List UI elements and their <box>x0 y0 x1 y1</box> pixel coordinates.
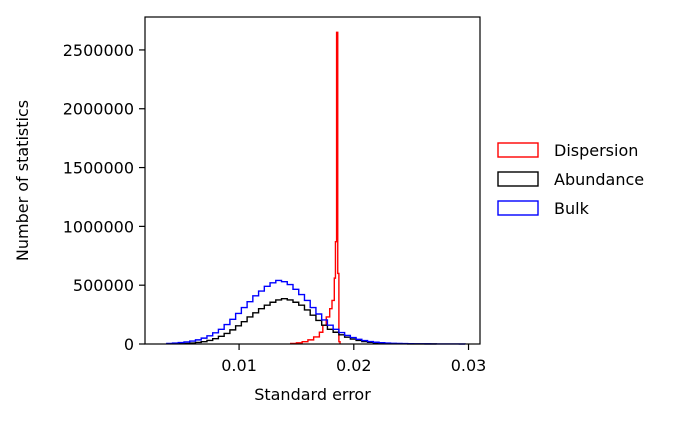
y-axis: 0 500000 1000000 1500000 2000000 2500000 <box>63 41 145 354</box>
legend: Dispersion Abundance Bulk <box>497 141 644 218</box>
y-tick-label: 1500000 <box>63 159 134 178</box>
legend-label-dispersion: Dispersion <box>554 141 638 160</box>
y-axis-label: Number of statistics <box>13 100 32 261</box>
series-dispersion-histogram <box>290 31 341 345</box>
plot-frame <box>144 16 481 345</box>
y-tick-label: 1000000 <box>63 217 134 236</box>
x-axis-label: Standard error <box>254 385 371 404</box>
legend-swatch-dispersion <box>497 142 539 158</box>
y-tick-label: 0 <box>124 335 134 354</box>
x-tick-label: 0.03 <box>451 356 487 375</box>
series-abundance-histogram <box>177 298 438 345</box>
y-tick-label: 2500000 <box>63 41 134 60</box>
x-tick-label: 0.01 <box>221 356 257 375</box>
legend-label-abundance: Abundance <box>554 170 644 189</box>
legend-swatch-abundance <box>497 171 539 187</box>
legend-label-bulk: Bulk <box>554 199 590 218</box>
x-tick-label: 0.02 <box>336 356 372 375</box>
y-tick-label: 2000000 <box>63 100 134 119</box>
y-tick-label: 500000 <box>73 276 134 295</box>
series-layer <box>166 31 466 345</box>
series-bulk-histogram <box>166 279 466 345</box>
legend-swatch-bulk <box>497 200 539 216</box>
x-axis: 0.01 0.02 0.03 <box>221 344 486 375</box>
